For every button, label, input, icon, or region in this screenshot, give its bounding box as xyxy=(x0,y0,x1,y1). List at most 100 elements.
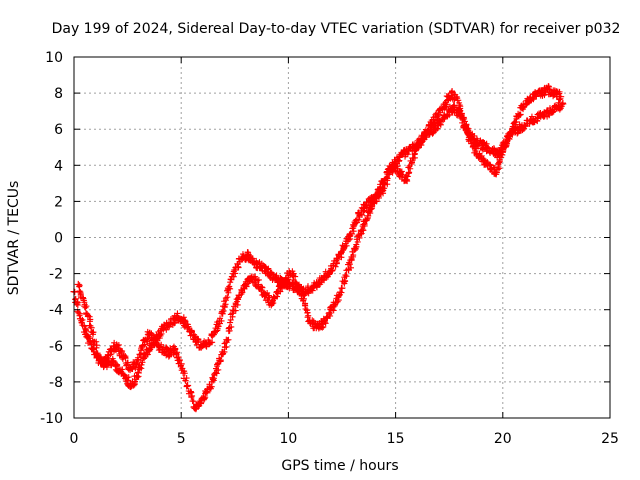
series-2 xyxy=(74,83,565,413)
marker-fill xyxy=(337,250,344,257)
marker-fill xyxy=(269,300,276,307)
marker-fill xyxy=(188,328,195,335)
marker-fill xyxy=(359,226,366,233)
marker-fill xyxy=(235,264,242,271)
marker-fill xyxy=(132,365,139,372)
x-tick-label: 5 xyxy=(177,431,186,447)
marker-fill xyxy=(333,259,340,266)
marker-fill xyxy=(138,350,145,357)
marker-fill xyxy=(151,335,158,342)
data-point xyxy=(196,400,204,408)
marker-fill xyxy=(423,132,430,139)
marker-fill xyxy=(420,134,427,141)
x-tick-label: 20 xyxy=(494,431,512,447)
marker-fill xyxy=(379,184,386,191)
data-point xyxy=(134,369,142,377)
marker-fill xyxy=(464,125,471,132)
marker-fill xyxy=(209,339,216,346)
marker-fill xyxy=(321,319,328,326)
marker-fill xyxy=(198,399,205,406)
marker-fill xyxy=(264,266,271,273)
marker-fill xyxy=(177,362,184,369)
marker-fill xyxy=(517,111,524,118)
marker-fill xyxy=(503,143,510,150)
marker-fill xyxy=(320,323,327,330)
marker-fill xyxy=(433,126,440,133)
marker-fill xyxy=(259,284,266,291)
marker-fill xyxy=(332,263,339,270)
data-point xyxy=(557,93,565,101)
marker-fill xyxy=(230,273,237,280)
marker-fill xyxy=(348,257,355,264)
y-tick-labels: -10 -8 -6 -4 -2 0 2 4 6 8 10 xyxy=(40,50,63,427)
marker-fill xyxy=(189,392,196,399)
marker-fill xyxy=(309,287,316,294)
marker-fill xyxy=(546,112,553,119)
marker-fill xyxy=(404,178,411,185)
marker-fill xyxy=(228,323,235,330)
marker-fill xyxy=(322,320,329,327)
marker-fill xyxy=(181,370,188,377)
marker-fill xyxy=(71,289,78,296)
marker-fill xyxy=(232,307,239,314)
marker-fill xyxy=(508,129,515,136)
chart-title: Day 199 of 2024, Sidereal Day-to-day VTE… xyxy=(52,21,621,37)
marker-fill xyxy=(258,283,265,290)
marker-fill xyxy=(82,304,89,311)
marker-fill xyxy=(534,117,541,124)
marker-fill xyxy=(93,338,100,345)
marker-fill xyxy=(183,375,190,382)
marker-fill xyxy=(386,169,393,176)
marker-fill xyxy=(380,180,387,187)
marker-fill xyxy=(76,312,83,319)
marker-fill xyxy=(182,377,189,384)
data-points xyxy=(70,83,567,413)
marker-fill xyxy=(182,318,189,325)
marker-fill xyxy=(504,140,511,147)
marker-fill xyxy=(219,310,226,317)
marker-fill xyxy=(309,317,316,324)
marker-fill xyxy=(407,165,414,172)
marker-fill xyxy=(412,147,419,154)
marker-fill xyxy=(327,312,334,319)
marker-fill xyxy=(458,110,465,117)
marker-fill xyxy=(342,272,349,279)
marker-fill xyxy=(360,227,367,234)
marker-fill xyxy=(338,285,345,292)
marker-fill xyxy=(204,388,211,395)
marker-fill xyxy=(234,301,241,308)
marker-fill xyxy=(355,216,362,223)
marker-fill xyxy=(76,282,83,289)
marker-fill xyxy=(356,234,363,241)
y-tick-label: 10 xyxy=(45,50,63,66)
x-tick-label: 25 xyxy=(601,431,619,447)
marker-fill xyxy=(415,145,422,152)
marker-fill xyxy=(302,302,309,309)
y-tick-label: 6 xyxy=(54,122,63,138)
marker-fill xyxy=(434,115,441,122)
marker-fill xyxy=(83,327,90,334)
marker-fill xyxy=(214,361,221,368)
marker-fill xyxy=(243,283,250,290)
marker-fill xyxy=(373,194,380,201)
x-tick-label: 15 xyxy=(387,431,405,447)
axis-ticks xyxy=(73,56,611,419)
marker-fill xyxy=(404,151,411,158)
y-tick-label: -4 xyxy=(49,303,63,319)
y-tick-label: 8 xyxy=(54,86,63,102)
marker-fill xyxy=(136,351,143,358)
marker-fill xyxy=(135,356,142,363)
marker-fill xyxy=(496,165,503,172)
marker-fill xyxy=(463,126,470,133)
marker-fill xyxy=(253,260,260,267)
marker-fill xyxy=(124,359,131,366)
marker-fill xyxy=(224,294,231,301)
marker-fill xyxy=(329,267,336,274)
marker-fill xyxy=(343,242,350,249)
y-tick-label: 4 xyxy=(54,158,63,174)
marker-fill xyxy=(350,253,357,260)
x-tick-label: 10 xyxy=(279,431,297,447)
marker-fill xyxy=(408,159,415,166)
marker-fill xyxy=(292,273,299,280)
